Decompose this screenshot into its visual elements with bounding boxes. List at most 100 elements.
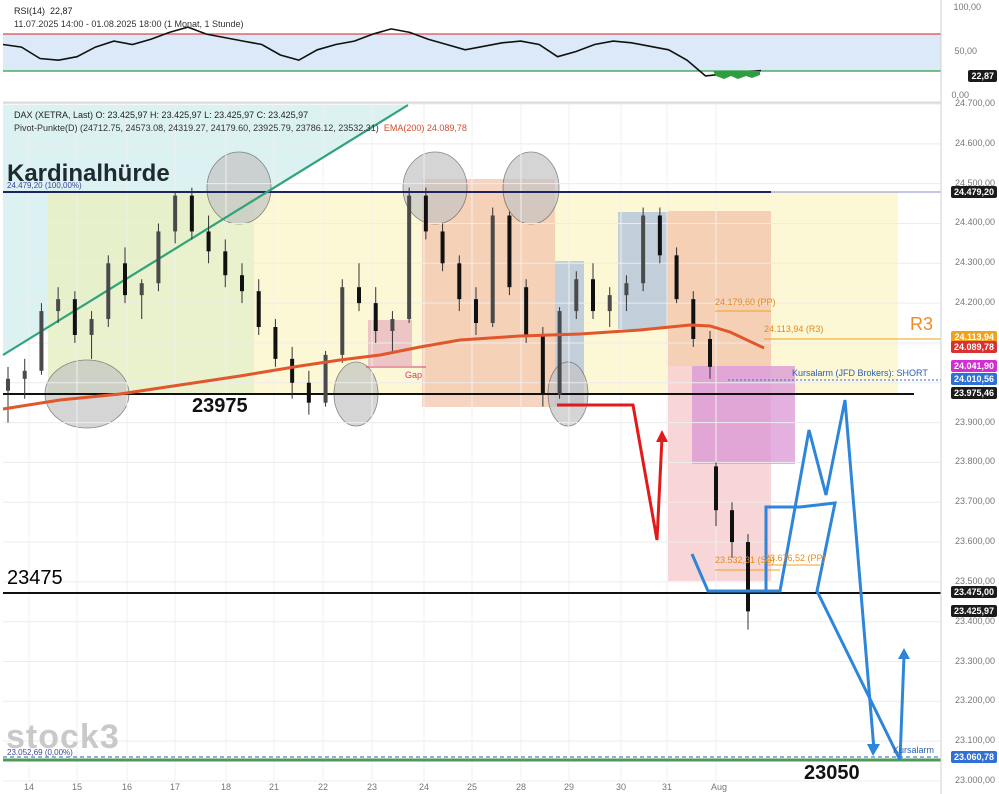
candle — [139, 279, 144, 320]
x-tick-label: 21 — [269, 782, 280, 792]
candle — [256, 279, 261, 335]
y-tick-label: 24.400,00 — [954, 217, 995, 228]
candle — [691, 291, 696, 347]
candle — [340, 279, 345, 363]
candle — [674, 247, 679, 304]
candle — [22, 358, 27, 399]
red-arrow-head — [656, 430, 668, 442]
y-tick-label: 23.600,00 — [954, 536, 995, 547]
y-tick-label: 23.800,00 — [954, 456, 995, 467]
blue-arrow-head-down — [867, 744, 880, 756]
level-23050-label: 23050 — [804, 762, 860, 784]
y-tick-label: 23.700,00 — [954, 496, 995, 507]
candle — [357, 263, 361, 312]
candle — [189, 187, 194, 240]
red-projection — [557, 403, 668, 541]
candle — [440, 223, 445, 272]
price-tag: 24.089,78 — [950, 341, 997, 353]
price-tag: 23.425,97 — [950, 605, 997, 618]
candle — [457, 255, 462, 312]
rsi-line — [2, 26, 762, 77]
candle — [540, 327, 545, 407]
candle — [714, 462, 718, 527]
candle — [223, 239, 228, 288]
candle — [373, 287, 378, 343]
level-23975-label: 23975 — [192, 395, 248, 417]
candle — [173, 191, 178, 244]
candle — [390, 311, 395, 351]
candle — [624, 275, 629, 312]
candle — [746, 534, 750, 630]
uptrend-line — [2, 104, 409, 356]
levels — [2, 104, 941, 762]
candle — [306, 370, 311, 415]
candle — [474, 287, 478, 335]
blue-path-1 — [690, 399, 876, 751]
fib-0-label: 23.052,69 (0,00%) — [7, 748, 73, 757]
x-tick-label: 15 — [72, 782, 83, 792]
x-tick-label: Aug — [711, 782, 728, 792]
rsi-tick-0: 0,00 — [951, 90, 969, 100]
candle — [490, 207, 495, 328]
candle — [657, 207, 662, 264]
candle — [290, 346, 295, 399]
y-tick-label: 24.600,00 — [954, 137, 995, 148]
price-tag: 23.475,00 — [950, 585, 997, 598]
red-arrow-path — [557, 403, 664, 541]
orange-zone-2 — [668, 211, 771, 366]
price-tag: 23.060,78 — [950, 750, 997, 763]
price-tag: 24.010,56 — [950, 372, 997, 385]
rsi-panel — [2, 26, 941, 105]
x-tick-label: 22 — [318, 782, 329, 792]
alarm-short-label: Kursalarm (JFD Brokers): SHORT — [792, 368, 928, 378]
y-tick-label: 24.200,00 — [954, 297, 995, 308]
x-tick-label: 30 — [616, 782, 627, 792]
x-tick-label: 29 — [564, 782, 575, 792]
alarm-low-label: Kursalarm — [893, 745, 935, 755]
rsi-value: 22,87 — [50, 6, 73, 16]
rsi-title: RSI(14) 22,87 — [14, 6, 73, 16]
pp2-label: 23.676,52 (PP) — [765, 553, 826, 563]
y-tick-label: 23.300,00 — [954, 655, 995, 666]
candle — [574, 271, 579, 320]
top-circle-2 — [402, 151, 468, 225]
candle — [591, 263, 595, 320]
top-circle-3 — [502, 151, 560, 225]
candle — [273, 319, 278, 367]
y-tick-label: 23.400,00 — [954, 615, 995, 626]
instrument-line: DAX (XETRA, Last) O: 23.425,97 H: 23.425… — [14, 110, 309, 120]
y-tick-label: 23.200,00 — [954, 695, 995, 706]
candle — [206, 215, 211, 264]
candle — [423, 187, 428, 240]
x-tick-label: 14 — [24, 782, 35, 792]
candle — [89, 311, 94, 359]
blue-path-2 — [764, 501, 906, 761]
pp-label: 24.179,60 (PP) — [715, 297, 776, 307]
candle — [6, 366, 10, 423]
candle — [507, 211, 512, 296]
rsi-tick-50: 50,00 — [954, 46, 977, 56]
price-tag: 24.041,90 — [950, 360, 997, 373]
y-tick-label: 24.500,00 — [954, 177, 995, 188]
y-tick-label: 23.900,00 — [954, 416, 995, 427]
x-tick-label: 17 — [170, 782, 181, 792]
rsi-band — [3, 34, 941, 71]
blue-projection — [690, 399, 910, 761]
pivot-line: Pivot-Punkte(D) (24712.75, 24573.08, 243… — [14, 123, 467, 133]
x-tick-label: 24 — [419, 782, 430, 792]
price-tag: 24.113,94 — [951, 331, 997, 344]
candle — [557, 307, 562, 399]
candle — [156, 223, 161, 292]
ema200-line — [2, 323, 765, 411]
candle — [72, 291, 77, 343]
rsi-tick-100: 100,00 — [953, 2, 981, 12]
y-tick-label: 24.700,00 — [954, 98, 995, 108]
rsi-tag: 22,87 — [968, 70, 997, 82]
r3-label: R3 — [910, 314, 934, 334]
y-tick-label: 23.000,00 — [954, 775, 995, 785]
rsi-range-text: 11.07.2025 14:00 - 01.08.2025 18:00 (1 M… — [14, 19, 244, 29]
magenta-zone — [692, 366, 795, 464]
candle — [106, 255, 111, 328]
rsi-oversold-area — [713, 71, 760, 79]
candle — [407, 187, 412, 324]
